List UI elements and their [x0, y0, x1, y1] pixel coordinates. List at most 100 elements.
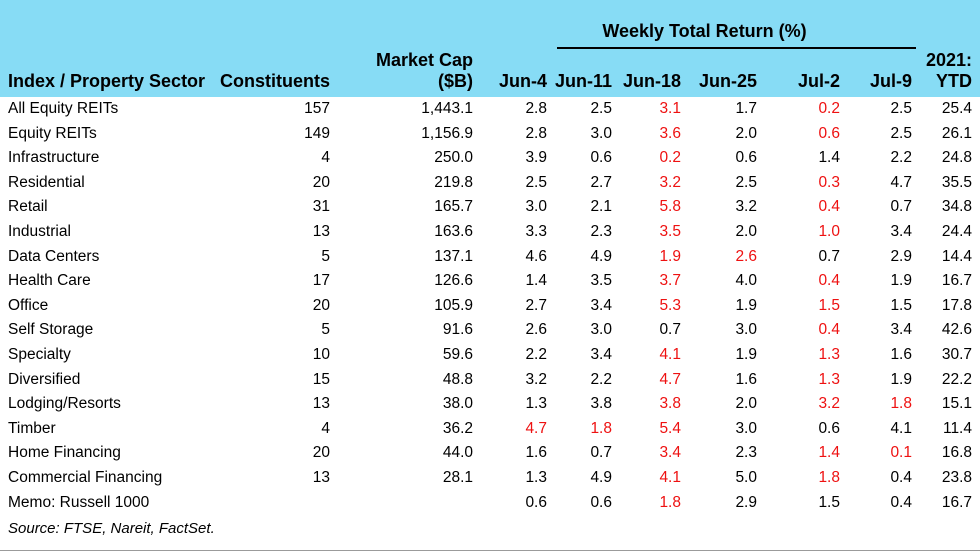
return-cell: 0.1 — [890, 444, 912, 462]
col-header-constituents: Constituents — [220, 70, 330, 91]
market-cap-cell: 163.6 — [434, 222, 473, 240]
col-header-sector: Index / Property Sector — [8, 70, 206, 91]
col-header-jun25: Jun-25 — [698, 70, 757, 91]
table-row: Specialty 10 59.6 2.2 3.4 4.1 1.9 1.3 1.6 30.7 — [0, 343, 980, 368]
constituents-cell: 5 — [321, 247, 330, 265]
return-cell: 3.0 — [735, 321, 757, 339]
col-header-ytd: 2021: YTD — [926, 50, 972, 92]
sector-cell: Retail — [8, 198, 48, 216]
return-cell: 25.4 — [941, 100, 972, 117]
constituents-cell: 10 — [312, 345, 330, 363]
sector-cell: Industrial — [8, 222, 71, 240]
market-cap-cell: 126.6 — [434, 272, 473, 290]
table-row: Infrastructure 4 250.0 3.9 0.6 0.2 0.6 1.4 2.2 24… — [0, 146, 980, 171]
return-cell: 2.5 — [590, 100, 612, 117]
return-cell: 2.9 — [890, 247, 912, 265]
return-cell: 0.7 — [590, 444, 612, 462]
return-cell: 1.4 — [818, 444, 840, 462]
return-cell: 2.6 — [735, 247, 757, 265]
return-cell: 42.6 — [941, 321, 972, 339]
return-cell: 2.1 — [590, 198, 612, 216]
group-title: Weekly Total Return (%) — [602, 21, 807, 41]
sector-cell: Office — [8, 296, 49, 314]
sector-cell: Residential — [8, 173, 85, 191]
return-cell: 4.7 — [659, 370, 681, 388]
sector-cell: Timber — [8, 419, 56, 437]
constituents-cell: 31 — [312, 198, 330, 216]
return-cell: 0.2 — [659, 149, 681, 167]
constituents-cell: 13 — [312, 222, 330, 240]
return-cell: 5.4 — [659, 419, 681, 437]
return-cell: 0.4 — [818, 321, 840, 339]
sector-cell: All Equity REITs — [8, 100, 119, 117]
return-cell: 4.1 — [890, 419, 912, 437]
return-cell: 2.3 — [590, 222, 612, 240]
return-cell: 4.1 — [659, 468, 681, 486]
return-cell: 23.8 — [941, 468, 972, 486]
return-cell: 24.8 — [941, 149, 972, 167]
col-header-market-cap: Market Cap ($B) — [376, 50, 473, 92]
constituents-cell — [210, 491, 330, 516]
return-cell: 0.4 — [818, 198, 840, 216]
table-row: Data Centers 5 137.1 4.6 4.9 1.9 2.6 0.7 2.9 14.4 — [0, 245, 980, 270]
return-cell: 0.6 — [818, 419, 840, 437]
return-cell: 2.7 — [590, 173, 612, 191]
return-cell: 2.0 — [735, 395, 757, 413]
return-cell: 3.5 — [590, 272, 612, 290]
sector-cell: Commercial Financing — [8, 468, 163, 486]
return-cell: 3.4 — [590, 345, 612, 363]
return-cell: 1.9 — [659, 247, 681, 265]
return-cell: 3.2 — [525, 370, 547, 388]
table-row: Residential 20 219.8 2.5 2.7 3.2 2.5 0.3 4.7 35.5 — [0, 171, 980, 196]
market-cap-cell: 91.6 — [442, 321, 473, 339]
return-cell: 0.6 — [590, 493, 612, 511]
return-cell: 24.4 — [941, 222, 972, 240]
return-cell: 2.3 — [735, 444, 757, 462]
return-cell: 1.4 — [525, 272, 547, 290]
return-cell: 3.0 — [590, 321, 612, 339]
constituents-cell: 4 — [321, 419, 330, 437]
table-row: Timber 4 36.2 4.7 1.8 5.4 3.0 0.6 4.1 11.4 — [0, 417, 980, 442]
table-row: Retail 31 165.7 3.0 2.1 5.8 3.2 0.4 0.7 34.8 — [0, 195, 980, 220]
return-cell: 1.3 — [525, 468, 547, 486]
return-cell: 2.5 — [735, 173, 757, 191]
return-cell: 1.3 — [818, 345, 840, 363]
return-cell: 1.9 — [735, 345, 757, 363]
return-cell: 3.2 — [735, 198, 757, 216]
return-cell: 16.7 — [941, 272, 972, 290]
constituents-cell: 20 — [312, 296, 330, 314]
return-cell: 3.2 — [818, 395, 840, 413]
return-cell: 3.3 — [525, 222, 547, 240]
return-cell: 1.9 — [890, 272, 912, 290]
sector-cell: Memo: Russell 1000 — [8, 493, 150, 511]
col-header-jul9: Jul-9 — [869, 70, 912, 91]
col-header-ytd-line1: 2021: — [925, 49, 972, 70]
weekly-total-return-group-header: Weekly Total Return (%) — [557, 21, 916, 49]
col-header-jul2: Jul-2 — [797, 70, 840, 91]
sector-cell: Home Financing — [8, 444, 121, 462]
return-cell: 3.2 — [659, 173, 681, 191]
return-cell: 1.8 — [659, 493, 681, 511]
return-cell: 2.6 — [525, 321, 547, 339]
return-cell: 3.4 — [890, 321, 912, 339]
market-cap-cell: 1,156.9 — [421, 124, 473, 142]
return-cell: 2.0 — [735, 124, 757, 142]
return-cell: 3.6 — [659, 124, 681, 142]
return-cell: 3.4 — [890, 222, 912, 240]
return-cell: 4.6 — [525, 247, 547, 265]
return-cell: 3.7 — [659, 272, 681, 290]
return-cell: 0.6 — [590, 149, 612, 167]
return-cell: 0.7 — [890, 198, 912, 216]
constituents-cell: 13 — [312, 395, 330, 413]
return-cell: 16.8 — [941, 444, 972, 462]
table-row: Home Financing 20 44.0 1.6 0.7 3.4 2.3 1.4 0.1 16… — [0, 441, 980, 466]
table-row: Health Care 17 126.6 1.4 3.5 3.7 4.0 0.4 1.9 16.7 — [0, 269, 980, 294]
market-cap-cell: 59.6 — [442, 345, 473, 363]
return-cell: 4.0 — [735, 272, 757, 290]
table-row: Self Storage 5 91.6 2.6 3.0 0.7 3.0 0.4 3.4 42.6 — [0, 318, 980, 343]
return-cell: 1.8 — [590, 419, 612, 437]
return-cell: 5.8 — [659, 198, 681, 216]
return-cell: 1.5 — [818, 493, 840, 511]
market-cap-cell: 1,443.1 — [421, 100, 473, 117]
table-header: Weekly Total Return (%) Index / Property… — [0, 0, 980, 97]
